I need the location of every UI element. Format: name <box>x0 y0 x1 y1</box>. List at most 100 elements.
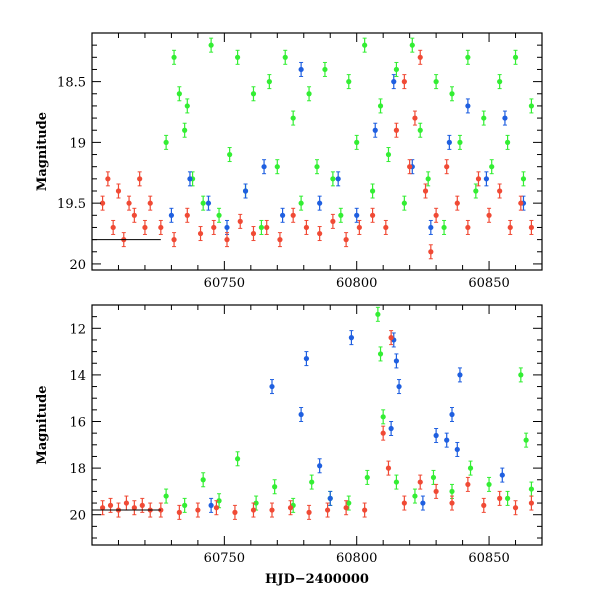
data-point <box>380 430 386 436</box>
data-point <box>147 200 153 206</box>
data-point <box>242 188 249 194</box>
data-point <box>407 164 413 170</box>
data-point <box>444 164 450 170</box>
data-point <box>287 505 294 511</box>
data-point <box>507 224 513 231</box>
data-point <box>303 224 310 231</box>
data-point <box>497 79 503 85</box>
data-point <box>171 54 177 60</box>
data-point <box>163 139 169 145</box>
data-point <box>377 351 384 357</box>
data-point <box>362 507 368 513</box>
data-point <box>137 176 143 182</box>
data-point <box>497 495 503 501</box>
x-tick-label: 60850 <box>468 551 509 566</box>
data-point <box>216 212 222 218</box>
data-point <box>131 505 137 511</box>
data-point <box>433 488 439 495</box>
data-points <box>99 37 535 260</box>
data-point <box>306 509 312 515</box>
data-point <box>184 212 190 218</box>
data-point <box>306 91 312 97</box>
data-point <box>131 212 137 218</box>
data-point <box>523 437 529 443</box>
data-point <box>465 103 471 109</box>
data-point <box>372 127 378 133</box>
data-point <box>354 212 360 218</box>
data-point <box>417 127 423 133</box>
data-point <box>234 456 241 462</box>
data-point <box>520 176 527 182</box>
data-point <box>298 66 304 73</box>
data-point <box>105 176 111 182</box>
data-point <box>142 224 148 231</box>
data-point <box>356 224 362 231</box>
data-point <box>171 237 177 243</box>
data-point <box>377 103 384 109</box>
data-point <box>107 502 114 508</box>
data-point <box>454 446 460 453</box>
data-point <box>250 507 257 513</box>
data-point <box>277 237 283 243</box>
data-point <box>208 502 214 508</box>
data-point <box>502 115 508 121</box>
data-point <box>182 127 188 133</box>
data-point <box>465 54 471 60</box>
y-tick-label: 19.5 <box>57 197 86 212</box>
data-point <box>269 383 275 390</box>
y-tick-label: 20 <box>69 509 86 524</box>
data-point <box>197 230 204 237</box>
data-point <box>375 311 381 317</box>
data-point <box>388 335 394 341</box>
data-point <box>362 42 368 48</box>
data-point <box>393 127 400 133</box>
plot-frame <box>91 32 543 271</box>
x-tick-label: 60750 <box>204 276 245 291</box>
data-point <box>475 176 482 182</box>
data-point <box>99 200 106 206</box>
data-point <box>454 200 460 206</box>
data-point <box>163 493 169 499</box>
data-point <box>446 139 452 145</box>
data-point <box>335 176 341 182</box>
data-point <box>216 498 222 504</box>
data-point <box>126 200 132 206</box>
data-point <box>290 115 296 121</box>
data-point <box>158 224 164 231</box>
data-point <box>449 488 455 495</box>
data-point <box>518 200 524 206</box>
data-point <box>298 200 304 206</box>
data-point <box>512 505 519 511</box>
data-point <box>449 91 455 97</box>
data-point <box>182 502 188 508</box>
x-axis-label: HJD−2400000 <box>265 572 369 587</box>
data-point <box>274 164 280 170</box>
y-tick-label: 19 <box>69 136 86 151</box>
data-point <box>388 425 394 432</box>
data-point <box>512 54 519 60</box>
data-point <box>232 509 238 515</box>
data-point <box>213 505 220 511</box>
y-tick-label: 14 <box>69 369 86 384</box>
y-tick-label: 16 <box>69 416 86 431</box>
data-point <box>264 224 270 231</box>
data-point <box>227 151 233 158</box>
data-point <box>200 477 206 483</box>
data-point <box>348 335 355 341</box>
data-point <box>346 500 352 506</box>
y-axis-label: Magnitude <box>35 385 50 464</box>
data-point <box>324 507 331 513</box>
data-point <box>467 465 474 471</box>
data-point <box>528 224 535 231</box>
data-point <box>473 188 479 194</box>
data-point <box>176 91 182 97</box>
data-point <box>139 502 145 508</box>
data-point <box>303 355 310 362</box>
data-point <box>282 54 288 60</box>
data-point <box>486 481 492 488</box>
data-point <box>497 188 503 194</box>
data-point <box>486 212 492 218</box>
data-point <box>369 212 376 218</box>
x-tick-label: 60850 <box>468 276 509 291</box>
